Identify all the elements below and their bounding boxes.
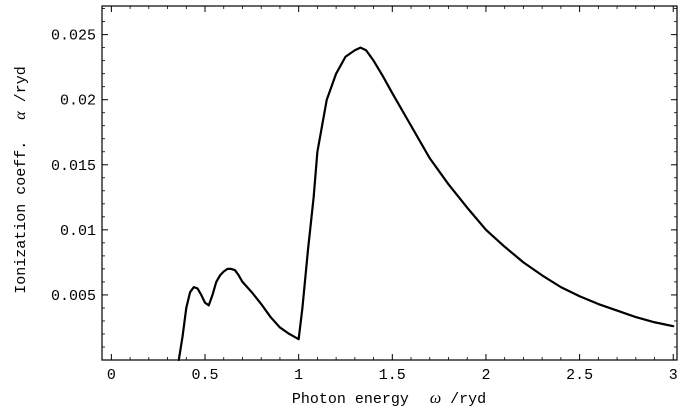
x-tick-label: 2 bbox=[481, 367, 490, 384]
x-axis-label-symbol: ω bbox=[430, 390, 441, 407]
y-axis-label: Ionization coeff. α /ryd bbox=[12, 66, 30, 293]
y-axis-ticks: 0.005 0.01 0.015 0.02 0.025 bbox=[51, 8, 677, 348]
x-axis-ticks: 0 0.5 1 1.5 2 2.5 3 bbox=[107, 6, 678, 384]
x-tick-label: 1 bbox=[294, 367, 303, 384]
x-axis-label: Photon energy ω /ryd bbox=[292, 390, 486, 408]
y-axis-label-symbol: α bbox=[12, 111, 29, 120]
x-axis-label-suffix: /ryd bbox=[450, 391, 486, 408]
y-tick-label: 0.015 bbox=[51, 158, 96, 175]
x-tick-label: 0.5 bbox=[192, 367, 219, 384]
y-tick-label: 0.02 bbox=[60, 93, 96, 110]
series-line bbox=[177, 46, 675, 362]
y-tick-label: 0.025 bbox=[51, 28, 96, 45]
y-axis-label-prefix: Ionization coeff. bbox=[13, 141, 30, 294]
x-axis-label-prefix: Photon energy bbox=[292, 391, 409, 408]
x-tick-label: 2.5 bbox=[566, 367, 593, 384]
y-tick-label: 0.01 bbox=[60, 223, 96, 240]
x-tick-label: 3 bbox=[669, 367, 678, 384]
x-tick-label: 1.5 bbox=[379, 367, 406, 384]
plot-frame bbox=[101, 5, 678, 361]
x-tick-label: 0 bbox=[107, 367, 116, 384]
y-axis-label-suffix: /ryd bbox=[13, 66, 30, 102]
y-tick-label: 0.005 bbox=[51, 288, 96, 305]
